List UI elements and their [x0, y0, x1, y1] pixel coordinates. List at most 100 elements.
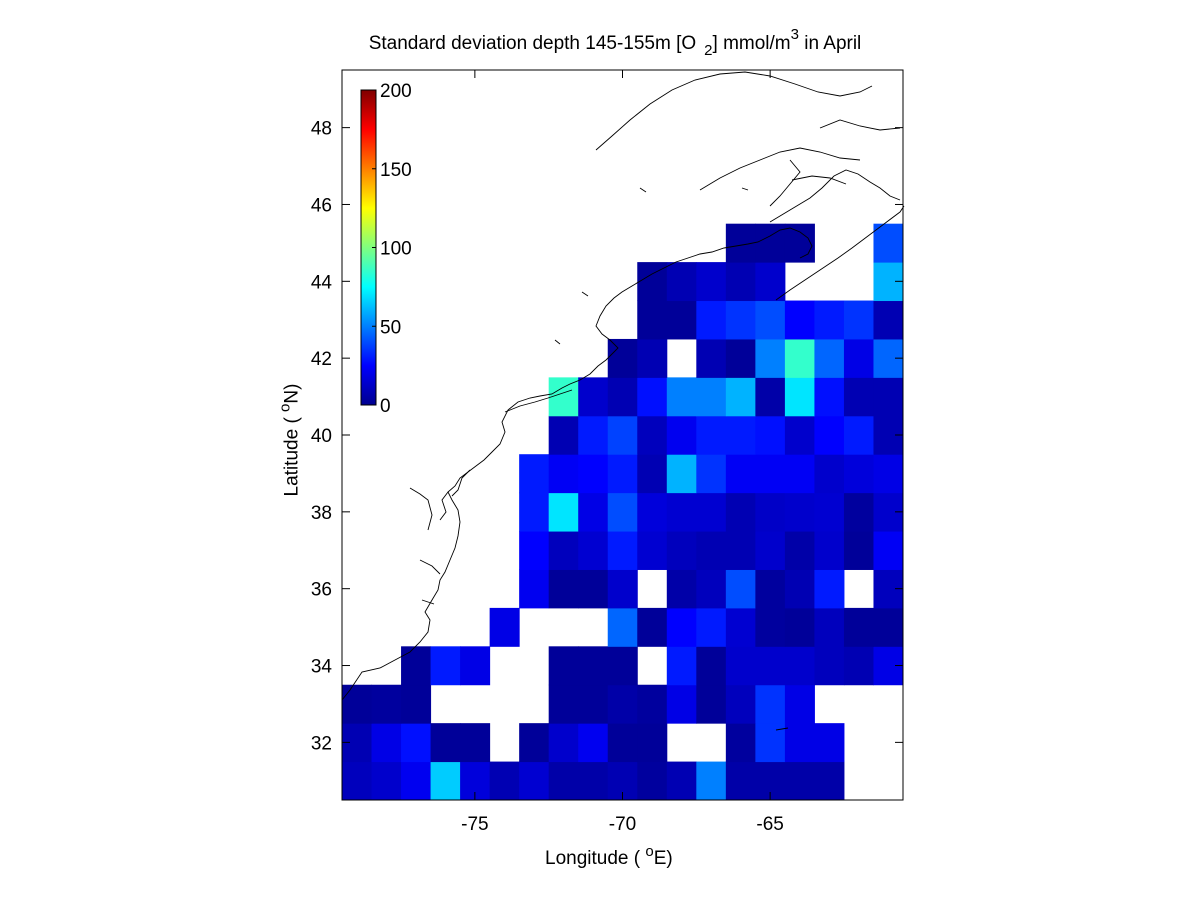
- heatmap-cell: [607, 454, 638, 494]
- x-axis-label: Longitude ( oE): [545, 843, 673, 869]
- heatmap-cell: [814, 531, 845, 570]
- heatmap-cell: [696, 761, 727, 801]
- x-tick-label: -65: [756, 814, 783, 835]
- y-axis: 32 34 36 38 40 42 44 46 48: [311, 119, 903, 754]
- heatmap-cell: [696, 492, 727, 532]
- heatmap-cell: [637, 723, 668, 763]
- heatmap-cell: [607, 569, 638, 609]
- heatmap-cell: [548, 761, 579, 801]
- heatmap-cell: [637, 607, 668, 647]
- heatmap-cell: [696, 300, 727, 340]
- heatmap-cell: [814, 454, 845, 494]
- heatmap-cell: [666, 607, 697, 647]
- heatmap-cell: [755, 338, 786, 378]
- heatmap-cell: [696, 454, 727, 494]
- colorbar-tick-label: 100: [380, 239, 412, 260]
- heatmap-cell: [666, 684, 697, 724]
- heatmap-cell: [784, 377, 815, 417]
- y-axis-label: Latitude ( oN): [276, 383, 303, 497]
- heatmap-cell: [401, 761, 432, 801]
- heatmap-cell: [696, 415, 727, 455]
- heatmap-cell: [755, 262, 786, 302]
- heatmap-cell: [578, 415, 609, 455]
- heatmap-cell: [666, 415, 697, 455]
- heatmap-cell: [519, 531, 550, 570]
- heatmap-cell: [519, 723, 550, 763]
- heatmap-cell: [784, 723, 815, 763]
- y-tick-label: 34: [311, 657, 333, 678]
- heatmap-cell: [873, 607, 904, 647]
- heatmap-cell: [725, 454, 756, 494]
- heatmap-cell: [814, 492, 845, 532]
- heatmap-cell: [637, 262, 668, 302]
- heatmap-cell: [460, 646, 491, 686]
- heatmap-cell: [637, 761, 668, 801]
- heatmap-cell: [637, 377, 668, 417]
- x-tick-label: -75: [461, 814, 488, 835]
- heatmap-cell: [519, 454, 550, 494]
- y-tick-label: 32: [311, 733, 332, 754]
- heatmap-cell: [784, 454, 815, 494]
- heatmap-cell: [519, 761, 550, 801]
- colorbar-tick-label: 200: [380, 81, 412, 102]
- heatmap-cell: [666, 761, 697, 801]
- heatmap-cell: [814, 338, 845, 378]
- heatmap-cell: [725, 761, 756, 801]
- heatmap-cell: [755, 300, 786, 340]
- heatmap-cell: [784, 300, 815, 340]
- heatmap-cell: [725, 262, 756, 302]
- heatmap-cell: [755, 684, 786, 724]
- heatmap-cell: [637, 338, 668, 378]
- heatmap-cell: [873, 300, 904, 340]
- heatmap-cell: [814, 377, 845, 417]
- heatmap-cell: [489, 761, 520, 801]
- heatmap-cell: [755, 492, 786, 532]
- heatmap-cell: [666, 454, 697, 494]
- heatmap-cell: [725, 646, 756, 686]
- heatmap-cell: [666, 646, 697, 686]
- heatmap-cell: [430, 761, 461, 801]
- heatmap-cell: [578, 646, 609, 686]
- heatmap-cell: [578, 723, 609, 763]
- colorbar-tick-label: 50: [380, 317, 401, 338]
- heatmap-cell: [637, 531, 668, 570]
- heatmap-cell: [814, 569, 845, 609]
- heatmap-cell: [784, 569, 815, 609]
- heatmap-cell: [578, 569, 609, 609]
- heatmap-cell: [873, 454, 904, 494]
- heatmap-cell: [401, 646, 432, 686]
- heatmap-cell: [578, 454, 609, 494]
- heatmap-cell: [430, 646, 461, 686]
- heatmap-cell: [519, 492, 550, 532]
- heatmap-cell: [607, 377, 638, 417]
- heatmap-cell: [607, 646, 638, 686]
- heatmap-cell: [666, 531, 697, 570]
- heatmap-cell: [725, 377, 756, 417]
- heatmap-cell: [637, 415, 668, 455]
- coastline: [341, 71, 905, 731]
- heatmap-cell: [607, 492, 638, 532]
- heatmap-cell: [607, 684, 638, 724]
- heatmap-cell: [755, 531, 786, 570]
- heatmap-cell: [637, 492, 668, 532]
- heatmap-cell: [548, 684, 579, 724]
- heatmap-cell: [607, 415, 638, 455]
- heatmap-cell: [548, 569, 579, 609]
- heatmap-cell: [843, 300, 874, 340]
- heatmap-cell: [696, 684, 727, 724]
- heatmap-cell: [696, 377, 727, 417]
- heatmap-cell: [371, 723, 402, 763]
- heatmap-cell: [784, 492, 815, 532]
- heatmap-cell: [814, 607, 845, 647]
- heatmap-cell: [814, 300, 845, 340]
- heatmap-cell: [725, 531, 756, 570]
- x-axis: -75 -70 -65: [461, 70, 784, 835]
- heatmap-cell: [666, 377, 697, 417]
- y-tick-label: 38: [311, 503, 332, 524]
- heatmap-cell: [696, 338, 727, 378]
- heatmap-cell: [843, 646, 874, 686]
- heatmap-cell: [548, 377, 579, 417]
- x-tick-label: -70: [609, 814, 636, 835]
- heatmap-cell: [696, 262, 727, 302]
- colorbar-tick-label: 150: [380, 160, 412, 181]
